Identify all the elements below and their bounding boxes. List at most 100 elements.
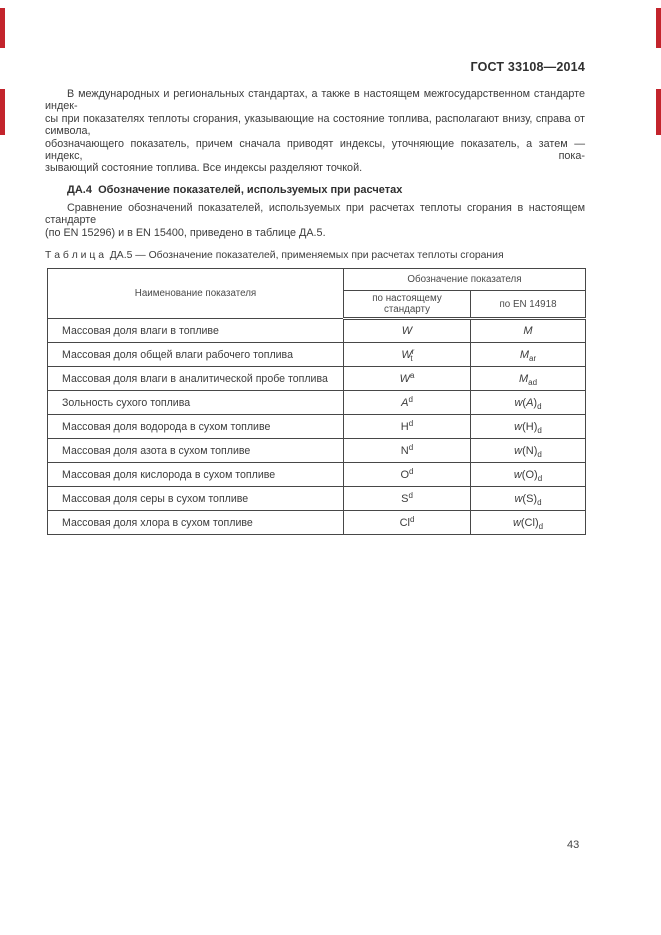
symbol-part: ): [533, 396, 538, 409]
symbol-part: w: [514, 420, 523, 433]
table-row: Массовая доля серы в сухом топливе Sd w(S)…: [47, 486, 586, 512]
col-header-en-14918: по EN 14918: [470, 290, 586, 321]
symbol-part: (N): [522, 444, 538, 457]
symbol-en-14918: w(S)d: [470, 486, 586, 512]
intro-paragraph: В международных и региональных стандарта…: [45, 88, 585, 175]
symbol-part: w: [512, 516, 521, 529]
symbol-this-standard: Hd: [343, 414, 471, 440]
indicator-name: Зольность сухого топлива: [47, 390, 344, 416]
indicator-name: Массовая доля хлора в сухом топливе: [47, 510, 344, 536]
symbol-part: W: [401, 348, 412, 361]
symbol-this-standard: Cld: [343, 510, 471, 536]
table-caption: Т а б л и ц а ДА.5 — Обозначение показат…: [45, 250, 504, 262]
symbol-part: Cl: [399, 516, 410, 529]
page-number: 43: [567, 839, 580, 851]
symbol-part: d: [537, 497, 542, 507]
indicator-name: Массовая доля кислорода в сухом топливе: [47, 462, 344, 488]
table-row: Массовая доля водорода в сухом топливе Hd…: [47, 414, 586, 440]
table-row: Массовая доля кислорода в сухом топливе O…: [47, 462, 586, 488]
paragraph-line: В международных и региональных стандарта…: [45, 88, 585, 113]
symbol-part: r: [411, 346, 415, 356]
red-edge-mark: [656, 89, 661, 135]
symbol-part: A: [401, 396, 409, 409]
symbol-this-standard: Wrt: [343, 342, 471, 368]
symbol-part: w: [514, 444, 523, 457]
symbol-part: O: [400, 468, 410, 481]
indicator-name: Массовая доля водорода в сухом топливе: [47, 414, 344, 440]
symbol-part: ar: [529, 353, 537, 363]
indicator-name: Массовая доля общей влаги рабочего топли…: [47, 342, 344, 368]
symbol-part: t: [410, 353, 413, 363]
symbols-table-body: Массовая доля влаги в топливе W M Массовая …: [47, 318, 586, 536]
symbol-part: M: [523, 325, 533, 338]
symbol-part: d: [408, 418, 414, 428]
symbol-part: M: [518, 372, 529, 385]
doc-number: ГОСТ 33108—2014: [470, 60, 585, 74]
paragraph-line: зывающий состояние топлива. Все индексы …: [45, 162, 363, 175]
symbol-en-14918: w(O)d: [470, 462, 586, 488]
symbol-part: W: [401, 325, 413, 338]
symbol-part: W: [399, 372, 410, 385]
symbol-this-standard: Wa: [343, 366, 471, 392]
symbols-table: Наименование показателя Обозначение пока…: [47, 268, 586, 536]
symbol-en-14918: w(A)d: [470, 390, 586, 416]
symbol-part: d: [538, 521, 544, 531]
symbol-part: ad: [528, 377, 538, 387]
table-row: Зольность сухого топлива Ad w(A)d: [47, 390, 586, 416]
symbol-part: S: [401, 492, 409, 505]
symbol-part: (H): [522, 420, 538, 433]
symbol-part: a: [409, 370, 415, 380]
symbol-part: d: [537, 473, 543, 483]
col-header-indicator-name: Наименование показателя: [47, 268, 344, 320]
symbol-part: d: [408, 394, 413, 404]
symbol-part: d: [409, 514, 415, 524]
table-row: Массовая доля влаги в топливе W M: [47, 318, 586, 344]
symbol-part: (: [522, 396, 527, 409]
symbol-part: M: [519, 348, 530, 361]
symbol-this-standard: Nd: [343, 438, 471, 464]
symbol-en-14918: Mar: [470, 342, 586, 368]
table-row: Массовая доля общей влаги рабочего топли…: [47, 342, 586, 368]
indicator-name: Массовая доля азота в сухом топливе: [47, 438, 344, 464]
symbol-part: d: [408, 442, 414, 452]
symbol-part: d: [537, 401, 542, 411]
symbol-this-standard: W: [343, 318, 471, 344]
table-header: Наименование показателя Обозначение пока…: [47, 268, 586, 321]
symbol-part: (S): [522, 492, 538, 505]
table-row: Массовая доля влаги в аналитической проб…: [47, 366, 586, 392]
symbol-this-standard: Ad: [343, 390, 471, 416]
table-row: Массовая доля азота в сухом топливе Nd w(N…: [47, 438, 586, 464]
indicator-name: Массовая доля влаги в топливе: [47, 318, 344, 344]
section-paragraph: Сравнение обозначений показателей, испол…: [45, 202, 585, 239]
symbol-part: (O): [521, 468, 538, 481]
paragraph-line: Сравнение обозначений показателей, испол…: [45, 201, 585, 227]
symbol-part: (Cl): [520, 516, 539, 529]
symbol-part: w: [514, 396, 523, 409]
indicator-name: Массовая доля серы в сухом топливе: [47, 486, 344, 512]
symbol-this-standard: Sd: [343, 486, 471, 512]
red-edge-mark: [0, 89, 5, 135]
red-edge-mark: [656, 8, 661, 48]
symbol-part: w: [514, 492, 523, 505]
symbol-en-14918: Mad: [470, 366, 586, 392]
col-header-designation-group: Обозначение показателя: [343, 268, 586, 292]
paragraph-line: (по EN 15296) и в EN 15400, приведено в …: [45, 226, 326, 239]
table-row: Массовая доля хлора в сухом топливе Cld w(…: [47, 510, 586, 536]
symbol-en-14918: w(H)d: [470, 414, 586, 440]
symbol-part: d: [537, 449, 542, 459]
indicator-name: Массовая доля влаги в аналитической проб…: [47, 366, 344, 392]
symbol-part: H: [400, 420, 409, 433]
symbol-part: d: [409, 466, 414, 476]
paragraph-line: сы при показателях теплоты сгорания, ука…: [45, 112, 585, 138]
symbol-this-standard: Od: [343, 462, 471, 488]
symbol-en-14918: w(N)d: [470, 438, 586, 464]
symbol-part: N: [400, 444, 409, 457]
symbol-part: d: [408, 490, 413, 500]
col-header-this-standard: по настоящему стандарту: [343, 290, 471, 321]
paragraph-line: обозначающего показатель, причем сначала…: [45, 137, 585, 163]
page-content: В международных и региональных стандарта…: [45, 88, 586, 536]
symbol-en-14918: M: [470, 318, 586, 344]
section-heading: ДА.4 Обозначение показателей, используем…: [67, 183, 403, 196]
symbol-part: A: [526, 396, 534, 409]
